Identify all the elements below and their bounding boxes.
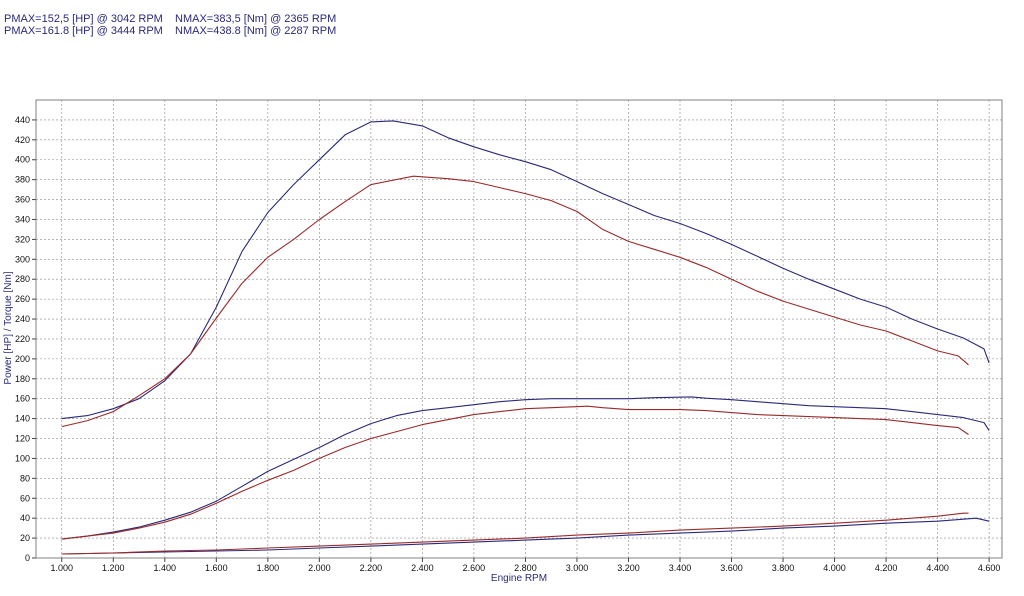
x-tick-label: 3.600 <box>720 563 743 573</box>
x-tick-label: 3.400 <box>669 563 692 573</box>
x-tick-label: 1.200 <box>102 563 125 573</box>
y-tick-label: 340 <box>15 214 30 224</box>
x-tick-label: 1.800 <box>257 563 280 573</box>
y-tick-label: 360 <box>15 195 30 205</box>
x-tick-label: 4.000 <box>823 563 846 573</box>
y-tick-label: 60 <box>20 493 30 503</box>
x-tick-label: 4.200 <box>875 563 898 573</box>
pmax-tuned: PMAX=161.8 [HP] @ 3444 RPM <box>4 25 163 37</box>
y-tick-label: 280 <box>15 274 30 284</box>
x-tick-label: 4.400 <box>926 563 949 573</box>
x-tick-labels: 1.000 1.200 1.400 1.600 1.800 2.000 2.200 2.400… <box>50 563 1000 573</box>
series-line-6 <box>61 512 969 555</box>
y-tick-label: 400 <box>15 155 30 165</box>
y-tick-label: 260 <box>15 294 30 304</box>
x-axis-label: Engine RPM <box>491 573 547 584</box>
y-tick-label: 240 <box>15 314 30 324</box>
x-tick-label: 2.400 <box>411 563 434 573</box>
series-line-4 <box>61 405 969 540</box>
y-tick-label: 40 <box>20 513 30 523</box>
series-line-1 <box>61 120 990 420</box>
x-tick-label: 3.800 <box>772 563 795 573</box>
y-tick-label: 420 <box>15 135 30 145</box>
nmax-stock: NMAX=383,5 [Nm] @ 2365 RPM <box>175 13 337 25</box>
series-line-2 <box>61 175 969 428</box>
y-tick-label: 160 <box>15 394 30 404</box>
y-tick-label: 140 <box>15 414 30 424</box>
series-line-3 <box>61 396 990 540</box>
y-tick-label: 220 <box>15 334 30 344</box>
x-tick-label: 4.600 <box>978 563 1001 573</box>
y-tick-label: 20 <box>20 533 30 543</box>
x-tick-label: 1.000 <box>50 563 73 573</box>
x-tick-label: 2.800 <box>514 563 537 573</box>
y-tick-label: 100 <box>15 453 30 463</box>
y-tick-label: 120 <box>15 434 30 444</box>
y-tick-label: 380 <box>15 175 30 185</box>
pmax-stock: PMAX=152,5 [HP] @ 3042 RPM <box>4 13 163 25</box>
x-tick-label: 3.000 <box>566 563 589 573</box>
y-tick-label: 80 <box>20 473 30 483</box>
y-tick-label: 200 <box>15 354 30 364</box>
header-line-2-torque: NMAX=438.8 [Nm] @ 2287 RPM <box>175 25 336 37</box>
x-tick-label: 2.000 <box>308 563 331 573</box>
grid <box>32 100 1002 562</box>
series-line-5 <box>61 517 990 555</box>
y-tick-labels: 0 20 40 60 80 100 120 140 160 180 200 220 240 260 280 3… <box>15 115 30 563</box>
y-tick-label: 300 <box>15 254 30 264</box>
x-tick-label: 1.400 <box>154 563 177 573</box>
plot-frame <box>35 99 1003 559</box>
y-axis-label: Power [HP] / Torque [Nm] <box>3 271 14 384</box>
y-tick-label: 0 <box>25 553 30 563</box>
series-lines <box>61 120 990 555</box>
x-tick-label: 2.600 <box>463 563 486 573</box>
header-line-1-torque: NMAX=383,5 [Nm] @ 2365 RPM <box>175 13 336 25</box>
header-line-2: PMAX=161.8 [HP] @ 3444 RPM <box>4 25 163 37</box>
x-tick-label: 3.200 <box>617 563 640 573</box>
nmax-tuned: NMAX=438.8 [Nm] @ 2287 RPM <box>175 25 337 37</box>
y-tick-label: 180 <box>15 374 30 384</box>
x-tick-label: 1.600 <box>205 563 228 573</box>
y-tick-label: 440 <box>15 115 30 125</box>
header-line-1: PMAX=152,5 [HP] @ 3042 RPM <box>4 13 163 25</box>
x-tick-label: 2.200 <box>360 563 383 573</box>
y-tick-label: 320 <box>15 234 30 244</box>
